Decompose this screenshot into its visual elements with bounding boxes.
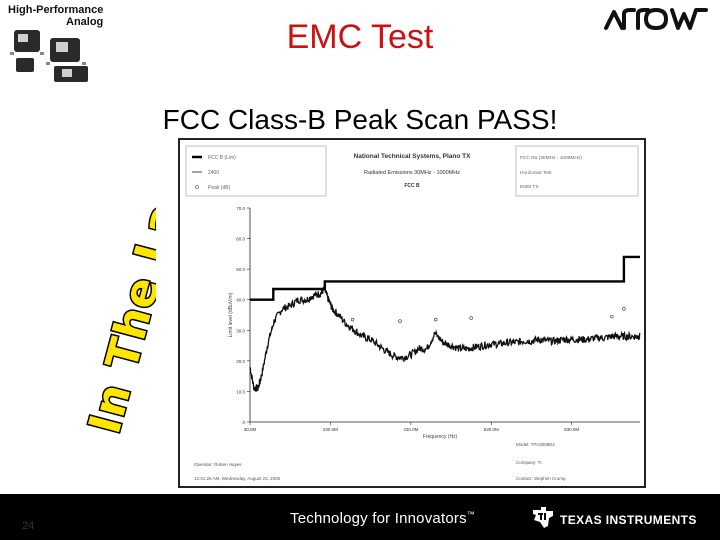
y-tick-label: 60.0 [236, 237, 245, 242]
y-tick-label: 10.0 [236, 389, 245, 394]
x-tick-label: 630.0M [484, 427, 499, 432]
arrow-logo-icon [604, 8, 708, 30]
footer-tagline-text: Technology for Innovators [290, 510, 467, 527]
side-text-in-the-lab: In The Lab [78, 200, 156, 440]
info-line-1: FCC Ra (30MHz - 1000MHz) [520, 155, 582, 161]
brand-high-performance-analog: High-Performance Analog [8, 4, 108, 28]
y-tick-label: 0 [242, 420, 245, 425]
footer-trademark: ™ [466, 510, 475, 519]
series-2400-line [249, 286, 641, 392]
chart-subtitle-2: FCC B [404, 183, 420, 189]
brand-line-1: High-Performance [8, 4, 104, 16]
footer-tagline: Technology for Innovators™ [290, 510, 475, 527]
legend-item-limit: FCC B (Lim) [208, 155, 236, 161]
info-line-2: Horizontal Test [520, 170, 552, 176]
chart-svg: FCC B (Lim) 2400 Peak (dB) National Tech… [185, 145, 641, 481]
chart-model: Model: TPA3008D2 [516, 442, 555, 447]
ti-chip-icon [10, 30, 88, 82]
y-tick-label: 20.0 [236, 359, 245, 364]
chart-subtitle: Radiated Emissions 30MHz - 1000MHz [364, 170, 460, 176]
legend-item-peak: Peak (dB) [208, 185, 231, 191]
series-fcc-b-limit-line [250, 255, 640, 301]
peak-marker [469, 316, 473, 320]
peak-marker [610, 314, 614, 319]
emc-scan-chart: FCC B (Lim) 2400 Peak (dB) National Tech… [178, 138, 646, 488]
legend-item-2400: 2400 [208, 170, 219, 176]
x-tick-label: 30.0M [244, 427, 257, 432]
peak-marker [350, 317, 355, 322]
peak-marker [398, 319, 402, 323]
y-tick-label: 40.0 [236, 298, 245, 303]
slide-subtitle: FCC Class-B Peak Scan PASS! [162, 104, 558, 135]
y-tick-label: 30.0 [236, 328, 245, 333]
peak-marker [622, 307, 626, 311]
chart-legend: FCC B (Lim) 2400 Peak (dB) [185, 145, 327, 197]
chart-title: National Technical Systems, Plano TX [354, 153, 472, 160]
chart-company: Company: TI [516, 460, 542, 465]
y-tick-label: 70.0 [236, 206, 245, 211]
x-tick-label: 830.0M [564, 427, 579, 432]
slide-title: EMC Test [286, 18, 434, 56]
brand-line-2: Analog [66, 16, 104, 28]
page-number: 24 [22, 520, 35, 532]
info-line-3: EMM TX [520, 184, 539, 190]
chart-timestamp: 12:41:26 AM, Wednesday, August 23, 2006 [194, 476, 281, 481]
x-axis-label: Frequency (Hz) [423, 434, 458, 440]
side-text-label: In The Lab [79, 200, 156, 439]
chart-operator: Operator: Ruben Hayes [194, 462, 242, 467]
peak-marker [434, 317, 438, 322]
y-axis-label: Limit level (dBuV/m) [228, 292, 234, 337]
y-tick-label: 50.0 [236, 267, 245, 272]
ti-wordmark: Texas Instruments [560, 513, 697, 527]
chart-info-right: FCC Ra (30MHz - 1000MHz) Horizontal Test… [515, 145, 639, 197]
x-tick-label: 230.0M [323, 427, 338, 432]
ti-logo-icon [533, 507, 553, 528]
chart-contact: Contact: Stephen Crump [516, 476, 566, 481]
x-tick-label: 430.0M [403, 427, 418, 432]
